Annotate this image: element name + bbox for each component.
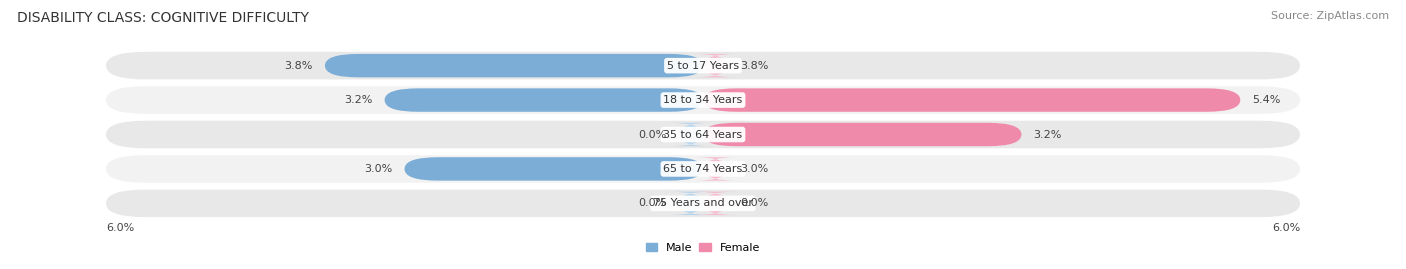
Text: 6.0%: 6.0% (105, 223, 134, 233)
Text: 5 to 17 Years: 5 to 17 Years (666, 61, 740, 71)
Text: 3.2%: 3.2% (1033, 129, 1062, 140)
FancyBboxPatch shape (703, 123, 1021, 146)
Text: 75 Years and over: 75 Years and over (652, 198, 754, 208)
Text: 18 to 34 Years: 18 to 34 Years (664, 95, 742, 105)
FancyBboxPatch shape (703, 88, 1240, 112)
FancyBboxPatch shape (405, 157, 703, 181)
FancyBboxPatch shape (695, 157, 737, 181)
Legend: Male, Female: Male, Female (647, 243, 759, 253)
FancyBboxPatch shape (105, 52, 1301, 79)
Text: 6.0%: 6.0% (1272, 223, 1301, 233)
FancyBboxPatch shape (105, 190, 1301, 217)
FancyBboxPatch shape (325, 54, 703, 77)
FancyBboxPatch shape (669, 123, 711, 146)
Text: 0.0%: 0.0% (638, 129, 666, 140)
FancyBboxPatch shape (105, 121, 1301, 148)
Text: 0.0%: 0.0% (740, 198, 768, 208)
Text: 3.0%: 3.0% (364, 164, 392, 174)
Text: 0.0%: 0.0% (638, 198, 666, 208)
FancyBboxPatch shape (105, 155, 1301, 183)
Text: 35 to 64 Years: 35 to 64 Years (664, 129, 742, 140)
FancyBboxPatch shape (695, 192, 737, 215)
FancyBboxPatch shape (105, 86, 1301, 114)
Text: 65 to 74 Years: 65 to 74 Years (664, 164, 742, 174)
FancyBboxPatch shape (669, 192, 711, 215)
Text: DISABILITY CLASS: COGNITIVE DIFFICULTY: DISABILITY CLASS: COGNITIVE DIFFICULTY (17, 11, 309, 25)
Text: 3.0%: 3.0% (740, 164, 768, 174)
Text: 3.8%: 3.8% (740, 61, 768, 71)
Text: 3.2%: 3.2% (344, 95, 373, 105)
Text: Source: ZipAtlas.com: Source: ZipAtlas.com (1271, 11, 1389, 21)
Text: 3.8%: 3.8% (284, 61, 314, 71)
Text: 5.4%: 5.4% (1253, 95, 1281, 105)
FancyBboxPatch shape (695, 54, 737, 77)
FancyBboxPatch shape (385, 88, 703, 112)
